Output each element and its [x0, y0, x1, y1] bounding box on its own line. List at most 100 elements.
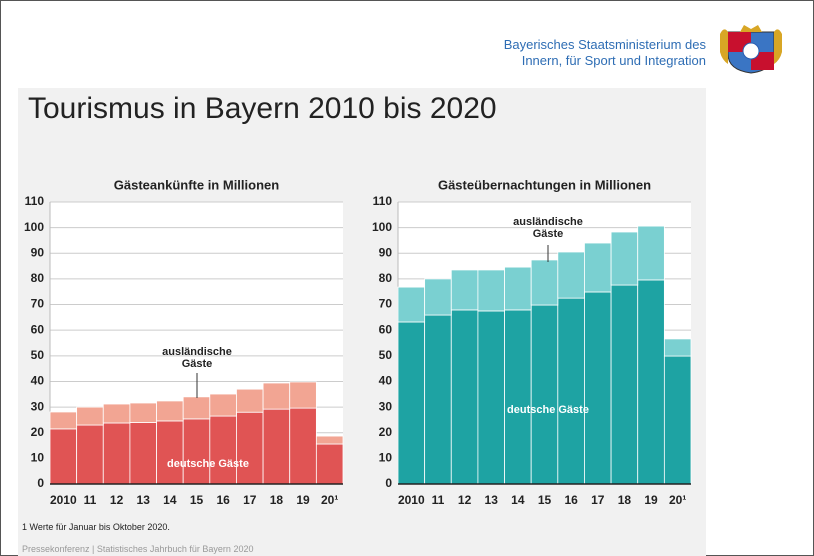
x-tick-label: 19: [644, 493, 658, 507]
bar-segment: [102, 422, 131, 485]
ministry-name: Bayerisches Staatsministerium des Innern…: [504, 37, 706, 69]
x-tick-label: 16: [564, 493, 578, 507]
bar-segment: [477, 310, 505, 485]
bar-segment: [129, 402, 157, 423]
x-tick-label: 19: [296, 493, 310, 507]
bar-segment: [450, 269, 479, 311]
bar-segment: [637, 225, 665, 281]
y-tick-label: 90: [379, 245, 393, 259]
x-tick-label: 17: [243, 493, 257, 507]
bar-segment: [289, 381, 317, 409]
x-tick-label: 13: [137, 493, 151, 507]
bar-segment: [315, 435, 344, 445]
bar-segment: [530, 259, 559, 306]
series-label: ausländische Gäste: [162, 346, 232, 370]
coat-of-arms: [720, 25, 782, 74]
y-tick-label: 10: [31, 451, 45, 465]
bar-segment: [102, 403, 131, 424]
bar-segment: [610, 284, 639, 485]
bar-segment: [49, 411, 78, 430]
x-tick-label: 12: [458, 493, 472, 507]
footer: Pressekonferenz | Statistisches Jahrbuch…: [22, 544, 254, 554]
y-tick-label: 100: [24, 220, 44, 234]
bar-segment: [557, 251, 585, 299]
x-tick-label: 18: [618, 493, 632, 507]
bar-segment: [156, 400, 184, 422]
y-tick-label: 60: [379, 322, 393, 336]
y-tick-label: 20: [31, 425, 45, 439]
bar-segment: [637, 279, 665, 485]
x-tick-label: 18: [270, 493, 284, 507]
x-tick-label: 15: [538, 493, 552, 507]
x-tick-label: 15: [190, 493, 204, 507]
x-tick-label: 14: [163, 493, 177, 507]
y-tick-label: 110: [25, 194, 45, 208]
heart-shield: [742, 42, 760, 60]
y-tick-label: 70: [31, 297, 45, 311]
lion: [720, 29, 728, 64]
bar-segment: [504, 266, 532, 311]
x-tick-label: 20¹: [321, 493, 338, 507]
chart-title: Gästeankünfte in Millionen: [114, 177, 279, 192]
y-tick-label: 40: [379, 374, 393, 388]
series-label: deutsche Gäste: [507, 404, 589, 416]
bar-segment: [262, 408, 291, 485]
bar-segment: [129, 422, 157, 485]
bar-segment: [584, 291, 612, 485]
y-tick-label: 100: [372, 220, 392, 234]
y-tick-label: 80: [379, 271, 393, 285]
x-tick-label: 17: [591, 493, 605, 507]
bar-segment: [236, 411, 264, 485]
bar-segment: [397, 286, 426, 323]
bar-segment: [315, 443, 344, 485]
bar-segment: [504, 309, 532, 485]
x-tick-label: 11: [432, 493, 445, 507]
y-tick-label: 110: [373, 194, 393, 208]
y-tick-label: 0: [385, 476, 392, 490]
y-tick-label: 50: [379, 348, 393, 362]
x-tick-label: 2010: [398, 493, 425, 507]
footnote: 1 Werte für Januar bis Oktober 2020.: [22, 522, 170, 532]
bar-segment: [76, 406, 104, 426]
x-tick-label: 16: [216, 493, 230, 507]
y-tick-label: 10: [379, 451, 393, 465]
y-tick-label: 50: [31, 348, 45, 362]
x-tick-label: 13: [485, 493, 499, 507]
bar-segment: [49, 428, 78, 485]
bar-segment: [156, 420, 184, 485]
y-tick-label: 0: [37, 476, 44, 490]
bar-segment: [610, 231, 639, 286]
ministry-line: Bayerisches Staatsministerium des: [503, 37, 706, 52]
y-tick-label: 90: [31, 245, 45, 259]
x-tick-label: 14: [511, 493, 525, 507]
bar-segment: [584, 242, 612, 293]
bar-segment: [477, 269, 505, 312]
y-tick-label: 80: [31, 271, 45, 285]
chart-title: Gästeübernachtungen in Millionen: [438, 177, 651, 192]
x-tick-label: 11: [84, 493, 97, 507]
x-tick-label: 12: [110, 493, 124, 507]
bar-segment: [424, 314, 452, 485]
y-tick-label: 30: [31, 399, 45, 413]
y-tick-label: 20: [379, 425, 393, 439]
bar-segment: [530, 304, 559, 485]
bar-segment: [397, 321, 426, 485]
ministry-line: Innern, für Sport und Integration: [521, 53, 706, 68]
bar-segment: [209, 415, 237, 485]
bar-segment: [289, 407, 317, 485]
bar-segment: [557, 297, 585, 485]
bar-segment: [209, 393, 237, 417]
bar-segment: [76, 424, 104, 485]
x-tick-label: 2010: [50, 493, 77, 507]
series-label: ausländische Gäste: [513, 216, 583, 240]
bar-segment: [182, 396, 211, 420]
y-tick-label: 60: [31, 322, 45, 336]
bar-segment: [262, 382, 291, 410]
lion: [774, 29, 782, 64]
bar-segment: [663, 338, 692, 357]
series-label: deutsche Gäste: [167, 458, 249, 470]
bar-segment: [182, 418, 211, 485]
bar-segment: [424, 278, 452, 316]
